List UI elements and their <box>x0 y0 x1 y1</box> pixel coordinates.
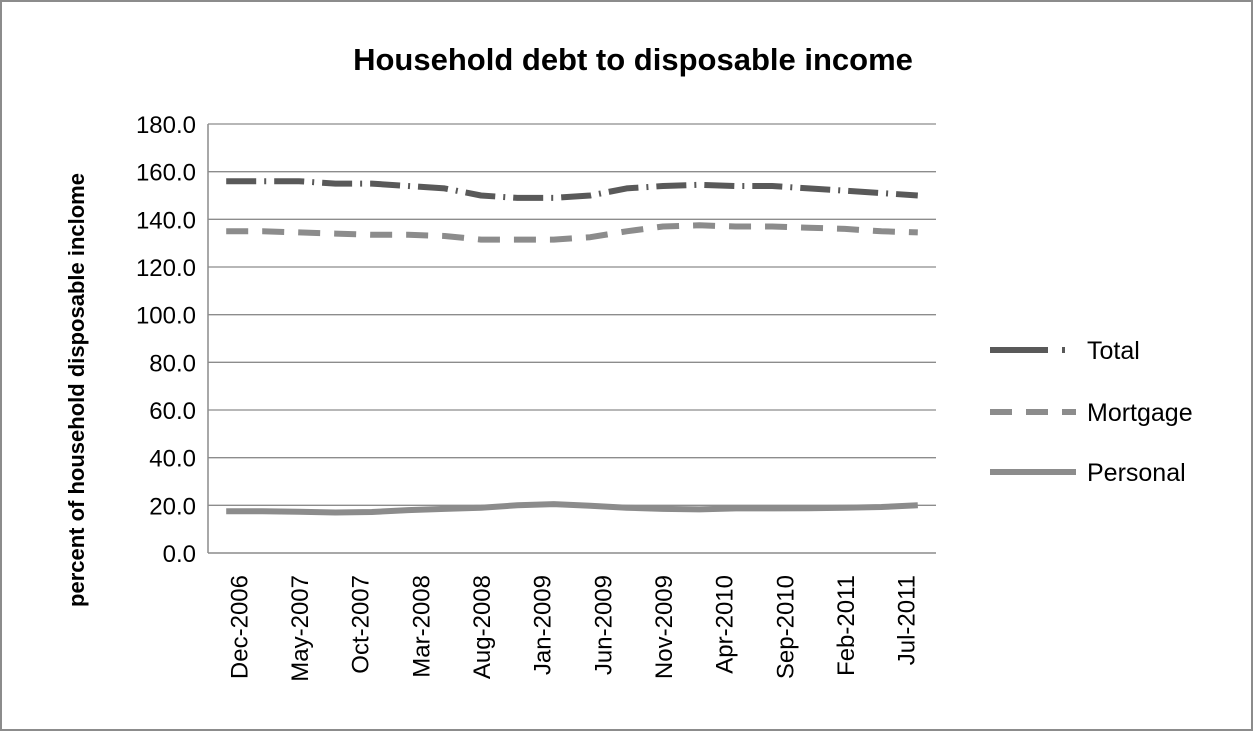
x-tick-label: Mar-2008 <box>408 575 435 678</box>
chart-title: Household debt to disposable income <box>353 42 913 77</box>
x-tick-label: Sep-2010 <box>772 575 799 679</box>
x-axis-ticks: Dec-2006 May-2007 Oct-2007 Mar-2008 Aug-2008… <box>226 575 920 682</box>
legend: Total Mortgage Personal <box>990 337 1193 487</box>
x-tick-label: Dec-2006 <box>226 575 253 679</box>
x-tick-label: Jun-2009 <box>590 575 617 675</box>
legend-label-total: Total <box>1087 337 1140 365</box>
y-tick-label: 60.0 <box>149 398 196 425</box>
y-axis-ticks: 0.0 20.0 40.0 60.0 80.0 100.0 120.0 140.0 160.0 1… <box>136 112 196 568</box>
x-tick-label: May-2007 <box>287 575 314 682</box>
x-tick-label: Nov-2009 <box>651 575 678 679</box>
y-tick-label: 80.0 <box>149 350 196 377</box>
y-tick-label: 100.0 <box>136 303 196 330</box>
x-tick-label: Feb-2011 <box>833 575 860 676</box>
x-tick-label: Apr-2010 <box>712 575 739 674</box>
y-tick-label: 120.0 <box>136 255 196 282</box>
y-axis-label: percent of household disposable inclome <box>64 173 89 607</box>
legend-label-personal: Personal <box>1087 459 1186 487</box>
y-tick-label: 40.0 <box>149 446 196 473</box>
y-tick-label: 20.0 <box>149 493 196 520</box>
legend-label-mortgage: Mortgage <box>1087 399 1193 427</box>
y-tick-label: 140.0 <box>136 207 196 234</box>
series-lines <box>226 178 918 516</box>
series-line-personal <box>226 501 918 516</box>
x-tick-label: Oct-2007 <box>348 575 375 674</box>
gridlines <box>207 123 936 554</box>
x-tick-label: Jan-2009 <box>530 575 557 675</box>
series-line-total <box>226 178 918 201</box>
x-tick-label: Aug-2008 <box>469 575 496 679</box>
x-tick-label: Jul-2011 <box>894 575 921 665</box>
y-tick-label: 180.0 <box>136 112 196 139</box>
series-line-mortgage <box>226 222 918 243</box>
y-tick-label: 160.0 <box>136 160 196 187</box>
y-tick-label: 0.0 <box>163 541 196 568</box>
